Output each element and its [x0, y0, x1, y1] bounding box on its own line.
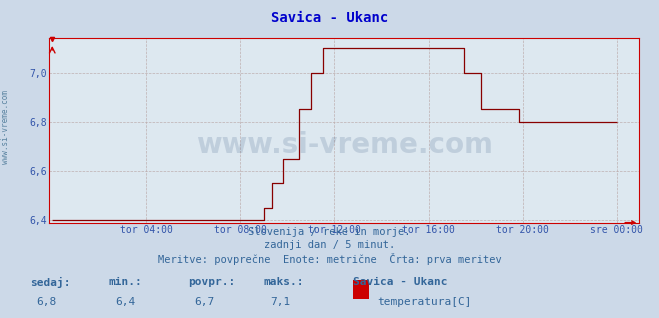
Text: sedaj:: sedaj: [30, 277, 70, 288]
Text: min.:: min.: [109, 277, 142, 287]
Text: 6,7: 6,7 [194, 297, 215, 307]
Text: 6,8: 6,8 [36, 297, 57, 307]
Text: temperatura[C]: temperatura[C] [377, 297, 471, 307]
Text: zadnji dan / 5 minut.: zadnji dan / 5 minut. [264, 240, 395, 250]
Text: Slovenija / reke in morje.: Slovenija / reke in morje. [248, 227, 411, 237]
Text: 7,1: 7,1 [270, 297, 291, 307]
Text: Meritve: povprečne  Enote: metrične  Črta: prva meritev: Meritve: povprečne Enote: metrične Črta:… [158, 253, 501, 265]
Text: www.si-vreme.com: www.si-vreme.com [1, 90, 10, 164]
Text: maks.:: maks.: [264, 277, 304, 287]
Text: Savica - Ukanc: Savica - Ukanc [271, 11, 388, 25]
Text: 6,4: 6,4 [115, 297, 136, 307]
Text: povpr.:: povpr.: [188, 277, 235, 287]
Text: Savica - Ukanc: Savica - Ukanc [353, 277, 447, 287]
Text: www.si-vreme.com: www.si-vreme.com [196, 131, 493, 159]
